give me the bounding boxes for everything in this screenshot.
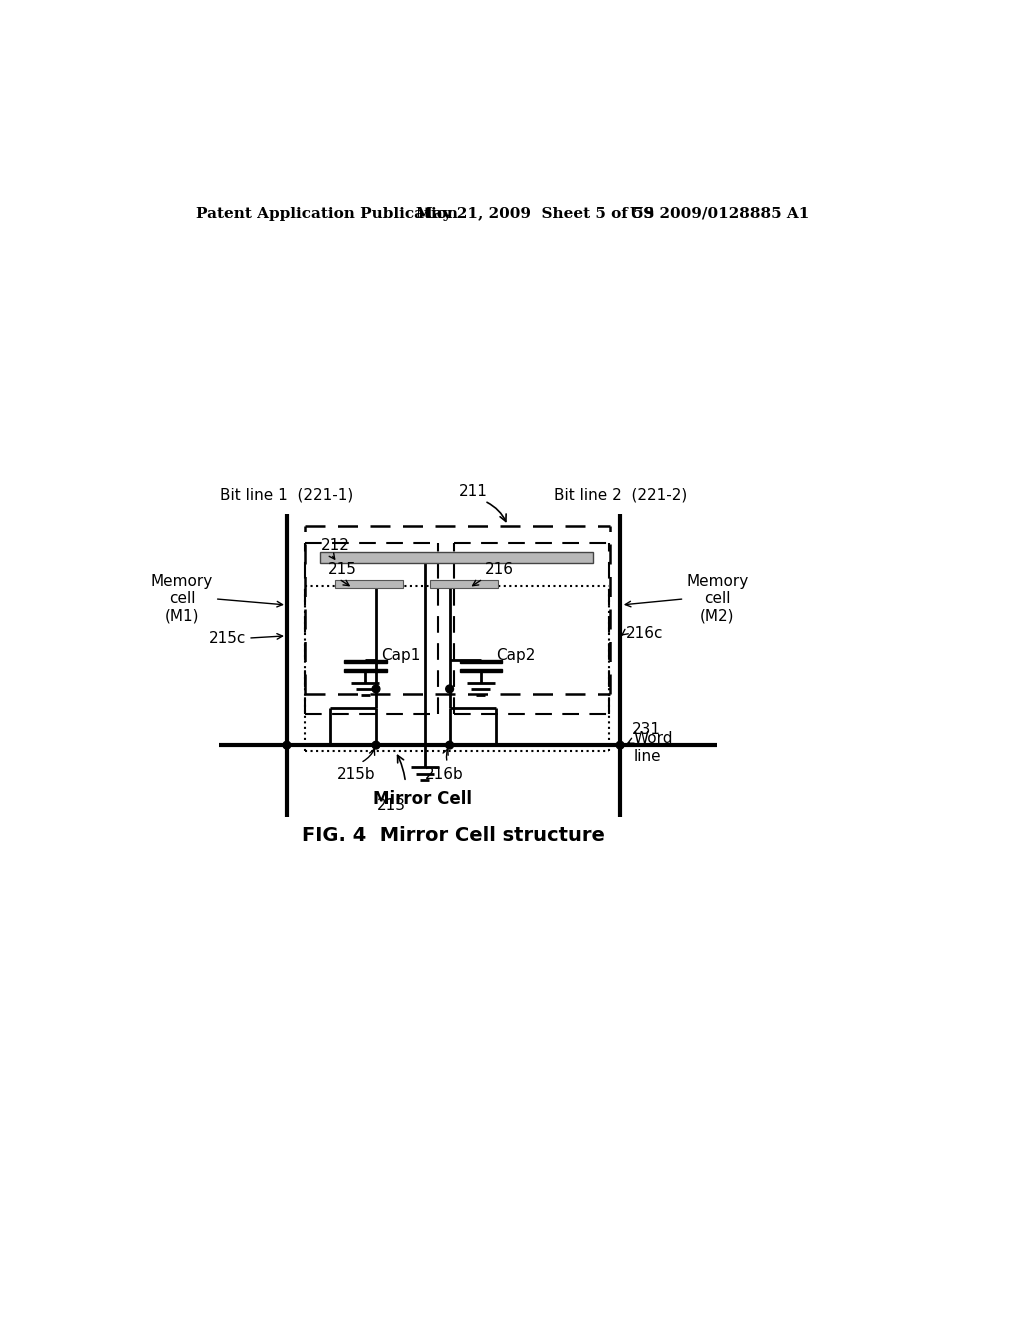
Text: 215: 215	[328, 562, 356, 577]
Bar	[460, 660, 503, 663]
Bar	[335, 581, 403, 589]
Circle shape	[445, 685, 454, 693]
Text: Cap2: Cap2	[496, 648, 536, 663]
Text: Bit line 1  (221-1): Bit line 1 (221-1)	[220, 487, 353, 503]
Text: 215c: 215c	[209, 631, 246, 645]
Circle shape	[372, 742, 380, 748]
Text: Cap1: Cap1	[381, 648, 420, 663]
Text: FIG. 4  Mirror Cell structure: FIG. 4 Mirror Cell structure	[302, 826, 605, 845]
Text: Bit line 2  (221-2): Bit line 2 (221-2)	[554, 487, 687, 503]
Text: Memory
cell
(M2): Memory cell (M2)	[686, 574, 749, 624]
Text: 212: 212	[321, 539, 350, 553]
Circle shape	[372, 685, 380, 693]
Text: 215b: 215b	[337, 767, 375, 781]
Text: Memory
cell
(M1): Memory cell (M1)	[151, 574, 213, 624]
Text: 216b: 216b	[425, 767, 464, 781]
Text: US 2009/0128885 A1: US 2009/0128885 A1	[630, 207, 810, 220]
Bar	[344, 669, 387, 672]
Text: Word
line: Word line	[633, 731, 673, 764]
Text: May 21, 2009  Sheet 5 of 59: May 21, 2009 Sheet 5 of 59	[417, 207, 654, 220]
Bar	[460, 669, 503, 672]
Text: Patent Application Publication: Patent Application Publication	[197, 207, 458, 220]
Circle shape	[445, 742, 454, 748]
Text: 213: 213	[377, 797, 406, 813]
Bar	[430, 581, 499, 589]
Text: 216c: 216c	[626, 626, 664, 642]
Text: 231: 231	[632, 722, 660, 738]
Bar	[344, 660, 387, 663]
Text: 211: 211	[459, 483, 487, 499]
Circle shape	[616, 742, 624, 748]
Bar	[321, 552, 593, 562]
Circle shape	[283, 742, 291, 748]
Text: Mirror Cell: Mirror Cell	[373, 789, 472, 808]
Text: 216: 216	[484, 562, 513, 577]
